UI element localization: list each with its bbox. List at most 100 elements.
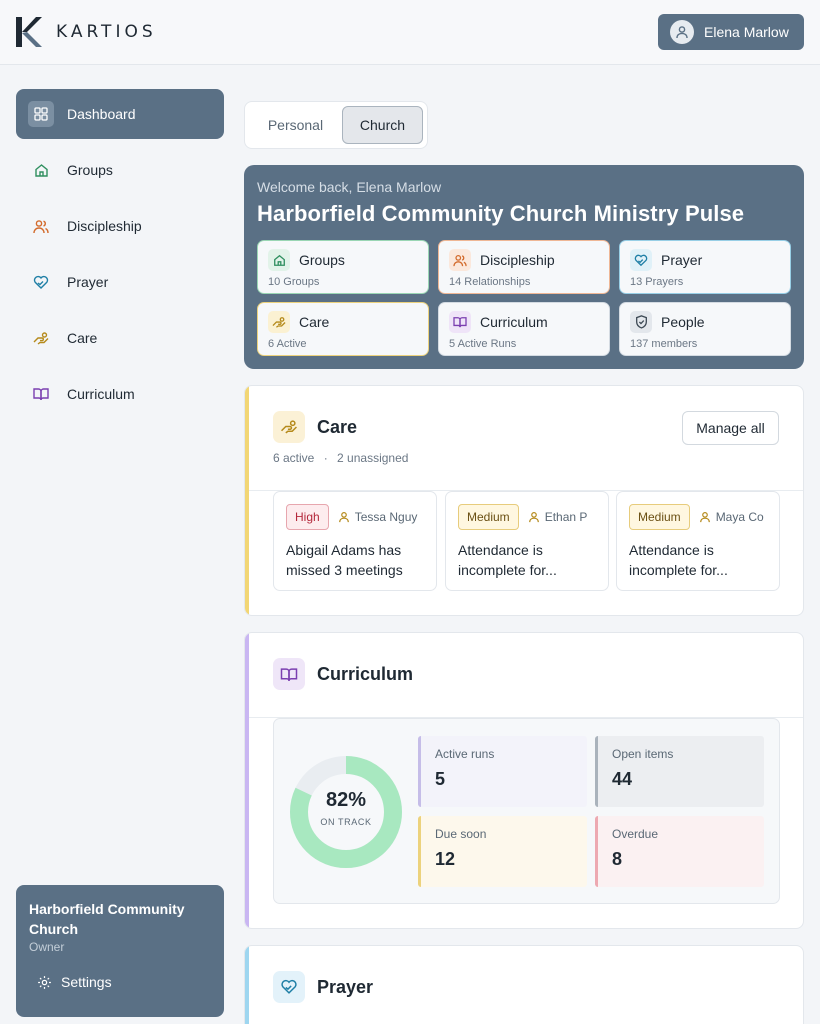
assignee: Ethan P <box>528 510 588 524</box>
tile-curriculum[interactable]: Curriculum 5 Active Runs <box>438 302 610 356</box>
progress-percent: 82% <box>325 789 367 811</box>
stat-value: 44 <box>612 769 633 789</box>
care-item-text: Attendance is incomplete for... <box>629 542 728 578</box>
user-menu-button[interactable]: Elena Marlow <box>658 14 804 50</box>
tile-people[interactable]: People 137 members <box>619 302 791 356</box>
book-icon <box>28 381 54 407</box>
organization-name: Harborfield Community Church <box>29 901 185 937</box>
gear-icon <box>38 975 51 989</box>
sidebar-item-care[interactable]: Care <box>16 313 224 363</box>
priority-badge: High <box>286 504 329 530</box>
sidebar-item-label: Care <box>67 330 98 346</box>
stat-label: Open items <box>612 747 674 761</box>
card-accent <box>245 946 249 1024</box>
assignee: Maya Co <box>699 510 764 524</box>
card-title: Care <box>317 416 358 437</box>
care-unassigned-count: 2 unassigned <box>337 451 409 465</box>
user-name: Elena Marlow <box>704 24 789 40</box>
people-icon <box>28 213 54 239</box>
care-item[interactable]: High Tessa Nguy Abigail Adams has missed… <box>273 491 437 591</box>
shield-icon <box>630 311 652 333</box>
top-bar: KARTIOS Elena Marlow <box>0 0 820 65</box>
card-accent <box>245 386 249 615</box>
tile-discipleship[interactable]: Discipleship 14 Relationships <box>438 240 610 294</box>
progress-donut <box>290 756 402 868</box>
assignee-name: Ethan P <box>544 510 588 524</box>
organization-role: Owner <box>29 940 65 954</box>
sidebar-item-label: Prayer <box>67 274 109 290</box>
welcome-text: Welcome back, Elena Marlow <box>257 179 442 195</box>
tile-count: 14 Relationships <box>449 276 531 288</box>
priority-badge: Medium <box>629 504 690 530</box>
sidebar: Dashboard Groups Discipleship Prayer Car… <box>16 89 224 425</box>
tile-care[interactable]: Care 6 Active <box>257 302 429 356</box>
sidebar-item-discipleship[interactable]: Discipleship <box>16 201 224 251</box>
stat-open-items[interactable]: Open items 44 <box>595 736 764 807</box>
settings-link[interactable]: Settings <box>29 974 211 990</box>
sidebar-item-groups[interactable]: Groups <box>16 145 224 195</box>
home-icon <box>268 249 290 271</box>
tile-label: Prayer <box>661 252 703 268</box>
stat-active-runs[interactable]: Active runs 5 <box>418 736 587 807</box>
person-icon <box>338 512 349 523</box>
divider <box>249 717 803 718</box>
people-icon <box>449 249 471 271</box>
divider <box>249 490 803 491</box>
book-icon <box>273 658 305 690</box>
sidebar-item-label: Dashboard <box>67 106 136 122</box>
care-item[interactable]: Medium Ethan P Attendance is incomplete … <box>445 491 609 591</box>
tile-label: Groups <box>299 252 345 268</box>
tile-count: 5 Active Runs <box>449 338 517 350</box>
stat-label: Active runs <box>435 747 495 761</box>
sidebar-item-dashboard[interactable]: Dashboard <box>16 89 224 139</box>
care-hand-icon <box>268 311 290 333</box>
sidebar-item-prayer[interactable]: Prayer <box>16 257 224 307</box>
assignee-name: Maya Co <box>715 510 764 524</box>
sidebar-item-label: Groups <box>67 162 113 178</box>
tile-count: 6 Active <box>268 338 307 350</box>
summary-separator: · <box>323 451 328 465</box>
tile-label: Curriculum <box>480 314 548 330</box>
summary-tiles: Groups 10 Groups Discipleship 14 Relatio… <box>257 240 791 356</box>
manage-all-button[interactable]: Manage all <box>682 411 779 445</box>
care-item-text: Abigail Adams has missed 3 meetings <box>286 542 403 578</box>
stat-value: 12 <box>435 849 456 869</box>
toggle-personal[interactable]: Personal <box>267 117 324 133</box>
sidebar-item-curriculum[interactable]: Curriculum <box>16 369 224 419</box>
curriculum-card: Curriculum 82% ON TRACK Active runs 5 Op… <box>244 632 804 929</box>
settings-label: Settings <box>61 974 112 990</box>
toggle-church[interactable]: Church <box>341 106 423 144</box>
stat-value: 8 <box>612 849 623 869</box>
care-item-text: Attendance is incomplete for... <box>458 542 557 578</box>
stat-label: Due soon <box>435 827 487 841</box>
priority-badge: Medium <box>458 504 519 530</box>
home-icon <box>28 157 54 183</box>
assignee: Tessa Nguy <box>338 510 418 524</box>
tile-count: 10 Groups <box>268 276 320 288</box>
care-card: Care 6 active · 2 unassigned Manage all … <box>244 385 804 616</box>
care-item[interactable]: Medium Maya Co Attendance is incomplete … <box>616 491 780 591</box>
heart-hands-icon <box>630 249 652 271</box>
tile-count: 137 members <box>630 338 698 350</box>
person-icon <box>528 512 539 523</box>
book-icon <box>449 311 471 333</box>
stat-label: Overdue <box>612 827 659 841</box>
ministry-pulse-hero: Welcome back, Elena Marlow Harborfield C… <box>244 165 804 369</box>
brand-name: KARTIOS <box>56 22 157 42</box>
person-icon <box>699 512 710 523</box>
user-icon <box>670 20 694 44</box>
tile-prayer[interactable]: Prayer 13 Prayers <box>619 240 791 294</box>
brand[interactable]: KARTIOS <box>16 17 157 47</box>
heart-hands-icon <box>28 269 54 295</box>
progress-label: ON TRACK <box>320 817 372 827</box>
stat-overdue[interactable]: Overdue 8 <box>595 816 764 887</box>
heart-hands-icon <box>273 971 305 1003</box>
stat-due-soon[interactable]: Due soon 12 <box>418 816 587 887</box>
tile-groups[interactable]: Groups 10 Groups <box>257 240 429 294</box>
card-title: Curriculum <box>317 663 414 684</box>
assignee-name: Tessa Nguy <box>354 510 418 524</box>
tile-count: 13 Prayers <box>630 276 684 288</box>
care-hand-icon <box>28 325 54 351</box>
organization-panel: Harborfield Community Church Owner Setti… <box>16 885 224 1017</box>
card-accent <box>245 633 249 928</box>
